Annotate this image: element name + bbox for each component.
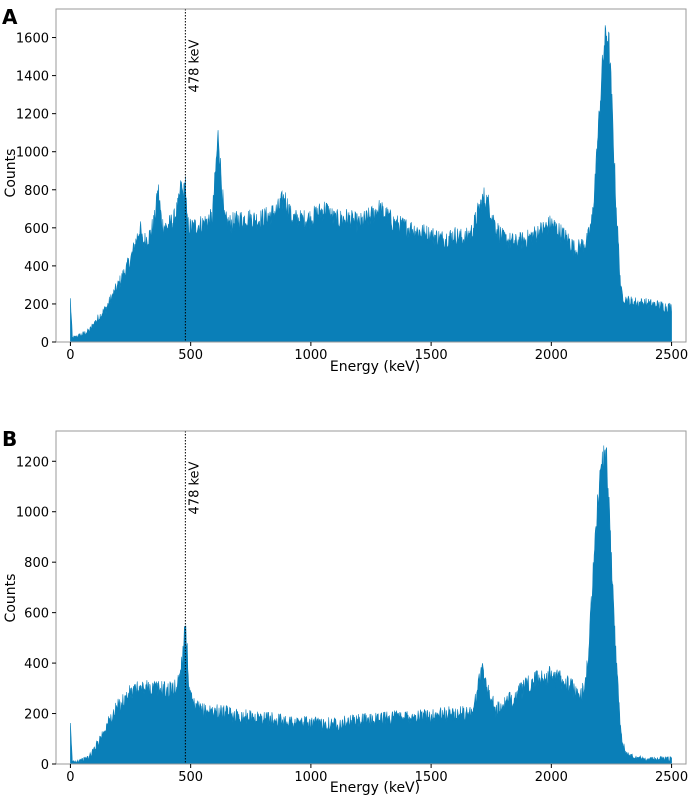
panel-b-ytick-label: 1000 <box>16 506 49 521</box>
panel-b-xlabel: Energy (keV) <box>330 780 420 796</box>
panel-a-letter: A <box>2 5 18 29</box>
panel-b-xtick-label: 1000 <box>294 770 327 785</box>
panel-a-ytick-label: 200 <box>24 298 49 313</box>
panel-a-xtick-label: 2000 <box>535 348 568 363</box>
panel-a-ytick-label: 600 <box>24 222 49 237</box>
panel-b-ylabel: Counts <box>3 574 19 623</box>
panel-a-ytick-label: 1600 <box>16 32 49 47</box>
panel-a-ytick-label: 400 <box>24 260 49 275</box>
panel-a-plot-area: 478 keV 0 500 1000 1500 2000 2500 0 200 400 600 800… <box>16 8 688 363</box>
panel-b-annotation-label: 478 keV <box>187 461 202 514</box>
panel-b-spectrum-area <box>70 445 672 765</box>
panel-a-xtick-label: 0 <box>66 348 74 363</box>
panel-a-ylabel: Counts <box>3 149 19 198</box>
panel-a-frame <box>55 8 687 343</box>
panel-b-xtick-label: 0 <box>66 770 74 785</box>
panel-a-annotation-label: 478 keV <box>187 39 202 92</box>
panel-a-xtick-label: 500 <box>178 348 203 363</box>
panel-a-ytick-label: 1400 <box>16 70 49 85</box>
panel-b-xtick-label: 2000 <box>535 770 568 785</box>
panel-b-xtick-label: 500 <box>178 770 203 785</box>
panel-b-xtick-label: 2500 <box>655 770 688 785</box>
panel-a-ytick-label: 0 <box>41 336 49 351</box>
panel-a-xtick-label: 1000 <box>294 348 327 363</box>
panel-b-ytick-label: 600 <box>24 607 49 622</box>
panel-b: B 478 keV 0 500 1000 1500 2000 2500 0 200 400 600 8… <box>2 427 688 796</box>
panel-b-xtick-label: 1500 <box>415 770 448 785</box>
panel-a-xlabel: Energy (keV) <box>330 359 420 375</box>
panel-b-ytick-label: 400 <box>24 657 49 672</box>
panel-b-ytick-label: 0 <box>41 758 49 773</box>
panel-b-letter: B <box>2 427 17 451</box>
panel-b-frame <box>55 430 687 765</box>
panel-a-ytick-label: 1200 <box>16 108 49 123</box>
panel-b-ytick-label: 1200 <box>16 455 49 470</box>
panel-a-xtick-label: 2500 <box>655 348 688 363</box>
panel-a-ytick-label: 800 <box>24 184 49 199</box>
panel-a-spectrum-area <box>70 25 672 343</box>
panel-b-ytick-label: 200 <box>24 708 49 723</box>
panel-b-plot-area: 478 keV 0 500 1000 1500 2000 2500 0 200 400 600 800… <box>16 430 688 785</box>
panel-b-ytick-label: 800 <box>24 556 49 571</box>
panel-a-ytick-label: 1000 <box>16 146 49 161</box>
panel-a: A 478 keV 0 500 1000 1500 2000 2500 0 200 400 600 8… <box>2 5 688 375</box>
panel-a-xtick-label: 1500 <box>415 348 448 363</box>
